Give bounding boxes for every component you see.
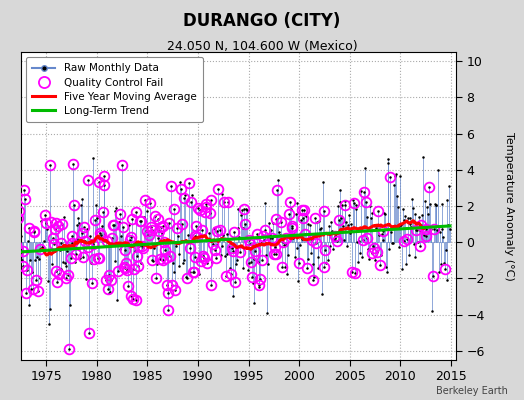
Text: DURANGO (CITY): DURANGO (CITY) <box>183 12 341 30</box>
Legend: Raw Monthly Data, Quality Control Fail, Five Year Moving Average, Long-Term Tren: Raw Monthly Data, Quality Control Fail, … <box>26 57 203 122</box>
Text: Berkeley Earth: Berkeley Earth <box>436 386 508 396</box>
Y-axis label: Temperature Anomaly (°C): Temperature Anomaly (°C) <box>504 132 514 280</box>
Text: 24.050 N, 104.600 W (Mexico): 24.050 N, 104.600 W (Mexico) <box>167 40 357 53</box>
